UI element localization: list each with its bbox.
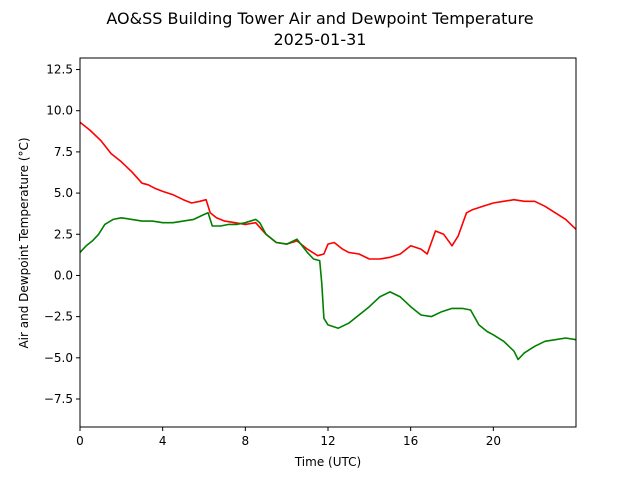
x-tick-label: 16 [403,434,418,448]
series-layer [79,121,577,361]
y-tick-label: 12.5 [46,63,73,77]
chart-subtitle: 2025-01-31 [274,30,367,49]
x-axis-label: Time (UTC) [294,455,361,469]
y-axis-ticks: −7.5 −5.0 −2.5 0.0 2.5 5.0 7.5 10.0 12.5 [44,63,80,406]
x-axis-ticks: 0 4 8 12 16 20 [76,427,501,448]
y-axis-label: Air and Dewpoint Temperature (°C) [17,137,31,348]
series-line-1 [79,121,577,260]
y-tick-label: −7.5 [44,392,73,406]
chart-title: AO&SS Building Tower Air and Dewpoint Te… [106,9,533,28]
y-tick-label: −2.5 [44,310,73,324]
y-tick-label: 2.5 [54,227,73,241]
plot-frame [79,57,577,428]
series-line-2 [79,212,577,361]
y-tick-label: −5.0 [44,351,73,365]
x-tick-label: 8 [242,434,250,448]
y-tick-label: 0.0 [54,268,73,282]
y-tick-label: 10.0 [46,104,73,118]
x-tick-label: 12 [320,434,335,448]
x-tick-label: 20 [486,434,501,448]
x-tick-label: 4 [159,434,167,448]
y-tick-label: 5.0 [54,186,73,200]
x-tick-label: 0 [76,434,84,448]
y-tick-label: 7.5 [54,145,73,159]
